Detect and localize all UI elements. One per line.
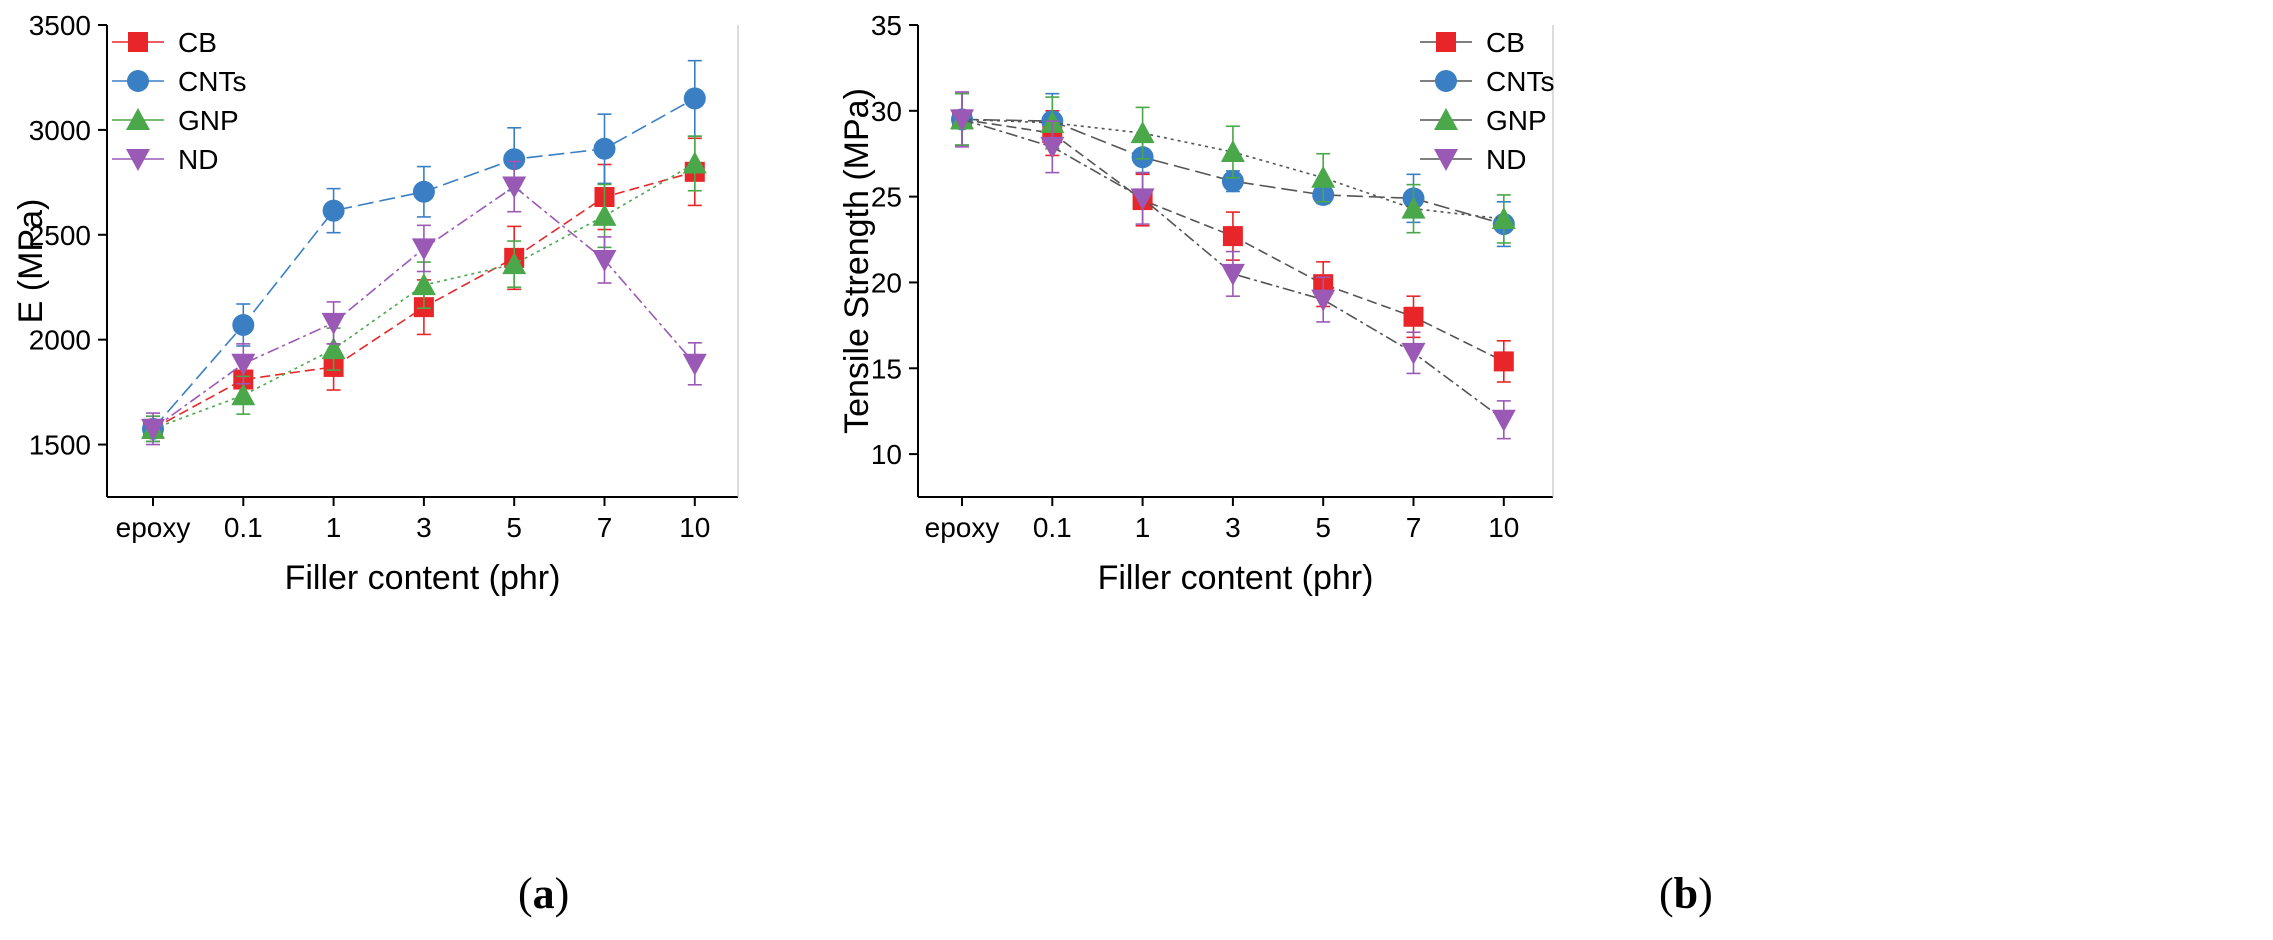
a-point-cnts [593,137,616,160]
b-legend-label: GNP [1486,105,1547,136]
b-legend-marker-cnts [1435,70,1457,92]
b-legend-label: CNTs [1486,66,1554,97]
b-x-tick-label: 0.1 [1033,512,1072,543]
b-x-tick-label: 10 [1488,512,1519,543]
caption-b: (b) [1659,869,1713,918]
b-legend: CB CNTs GNP ND [1420,27,1554,175]
a-point-nd [682,353,707,376]
a-point-nd [141,418,165,441]
b-series-gnp [950,92,1516,244]
b-point-cb [1403,306,1424,327]
a-point-gnp [592,203,617,226]
a-point-nd [411,238,436,261]
a-point-gnp [502,252,527,275]
a-x-tick-label: epoxy [116,512,191,543]
a-legend-label: ND [178,144,218,175]
b-y-tick-label: 15 [871,353,902,384]
b-point-nd [1401,342,1426,365]
a-point-gnp [321,337,346,360]
a-y-axis-title: E (MPa) [12,199,50,324]
caption-a: (a) [518,869,570,918]
b-point-nd [1130,188,1155,211]
b-y-tick-label: 20 [871,267,902,298]
a-y-tick-label: 1500 [29,430,91,461]
a-x-tick-label: 10 [679,512,710,543]
a-point-nd [321,312,346,335]
a-x-tick-label: 3 [416,512,432,543]
a-point-gnp [411,273,436,296]
b-point-nd [1040,136,1065,159]
b-x-tick-label: 5 [1315,512,1331,543]
b-point-cnts [1221,170,1244,193]
b-y-tick-label: 25 [871,182,902,213]
a-legend-label: GNP [178,105,239,136]
a-legend-marker-nd [126,149,150,171]
b-y-tick-label: 10 [871,439,902,470]
a-x-axis-title: Filler content (phr) [285,559,561,597]
b-legend-label: ND [1486,144,1526,175]
a-legend: CB CNTs GNP ND [112,27,246,175]
a-point-cnts [503,148,526,171]
b-legend-marker-nd [1434,149,1458,171]
a-x-tick-label: 7 [597,512,613,543]
a-point-gnp [231,383,256,406]
b-point-gnp [1401,196,1426,219]
b-y-axis-title: Tensile Strength (MPa) [838,88,876,434]
b-point-cb [1493,351,1514,372]
b-x-tick-label: 1 [1135,512,1151,543]
b-legend-label: CB [1486,27,1525,58]
b-point-nd [1491,409,1516,432]
b-point-gnp [1491,206,1516,229]
a-point-cnts [683,87,706,110]
b-y-tick-label: 35 [871,10,902,41]
a-y-tick-label: 3000 [29,115,91,146]
b-point-nd [1311,289,1336,312]
a-y-tick-label: 2000 [29,325,91,356]
a-series-cnts [142,59,706,443]
a-point-cnts [232,313,255,336]
a-legend-label: CNTs [178,66,246,97]
b-x-tick-label: 3 [1225,512,1241,543]
a-series-nd [141,160,707,446]
a-y-tick-label: 2500 [29,220,91,251]
b-x-tick-label: 7 [1406,512,1422,543]
b-point-nd [1220,263,1245,286]
b-point-gnp [1130,121,1155,144]
b-legend-marker-gnp [1434,108,1458,130]
b-point-cb [1222,226,1243,247]
a-x-tick-label: 5 [506,512,522,543]
b-x-axis-title: Filler content (phr) [1098,559,1374,597]
a-y-tick-label: 3500 [29,10,91,41]
a-legend-marker-gnp [126,108,150,130]
a-point-cnts [412,180,435,203]
b-x-tick-label: epoxy [925,512,1000,543]
a-legend-marker-cb [128,32,148,52]
b-legend-marker-cb [1436,32,1456,52]
b-point-gnp [1220,140,1245,163]
b-y-tick-label: 30 [871,96,902,127]
a-legend-marker-cnts [127,70,149,92]
a-point-nd [592,249,617,272]
a-x-tick-label: 1 [326,512,342,543]
a-legend-label: CB [178,27,217,58]
b-series-nd [950,91,1516,440]
a-x-tick-label: 0.1 [224,512,263,543]
a-point-nd [231,353,256,376]
a-point-cnts [322,199,345,222]
chart-a: 1500 2000 2500 3000 3500 epoxy 0.1 1 3 5 7 10 Filler… [12,10,739,597]
b-point-gnp [1311,165,1336,188]
a-point-gnp [682,151,707,174]
b-point-nd [950,109,974,132]
a-point-nd [502,176,527,199]
